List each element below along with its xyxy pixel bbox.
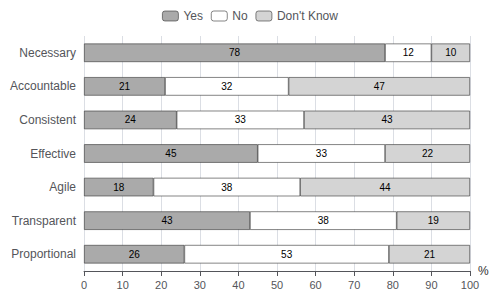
svg-text:50: 50	[271, 279, 283, 291]
svg-text:Transparent: Transparent	[12, 214, 77, 228]
svg-text:100: 100	[461, 279, 479, 291]
svg-text:22: 22	[422, 148, 434, 159]
svg-text:43: 43	[161, 215, 173, 226]
svg-text:18: 18	[113, 182, 125, 193]
svg-text:Yes: Yes	[183, 9, 203, 23]
svg-text:No: No	[232, 9, 248, 23]
svg-text:43: 43	[381, 114, 393, 125]
svg-text:45: 45	[165, 148, 177, 159]
svg-text:90: 90	[425, 279, 437, 291]
svg-text:21: 21	[119, 81, 131, 92]
svg-text:33: 33	[316, 148, 328, 159]
svg-text:20: 20	[155, 279, 167, 291]
svg-text:53: 53	[281, 249, 293, 260]
svg-text:33: 33	[235, 114, 247, 125]
svg-text:0: 0	[81, 279, 87, 291]
svg-text:21: 21	[424, 249, 436, 260]
svg-text:38: 38	[221, 182, 233, 193]
svg-text:Consistent: Consistent	[19, 113, 76, 127]
svg-text:12: 12	[403, 47, 415, 58]
svg-text:38: 38	[318, 215, 330, 226]
svg-text:Don't Know: Don't Know	[277, 9, 338, 23]
svg-text:10: 10	[445, 47, 457, 58]
svg-text:24: 24	[125, 114, 137, 125]
svg-text:44: 44	[380, 182, 392, 193]
svg-text:80: 80	[387, 279, 399, 291]
svg-text:40: 40	[232, 279, 244, 291]
svg-text:10: 10	[117, 279, 129, 291]
svg-text:Accountable: Accountable	[10, 79, 76, 93]
svg-text:78: 78	[229, 47, 241, 58]
svg-text:30: 30	[194, 279, 206, 291]
svg-text:32: 32	[221, 81, 233, 92]
svg-text:19: 19	[428, 215, 440, 226]
svg-text:Proportional: Proportional	[11, 247, 76, 261]
svg-text:47: 47	[374, 81, 386, 92]
svg-text:60: 60	[309, 279, 321, 291]
svg-text:70: 70	[348, 279, 360, 291]
svg-text:%: %	[478, 264, 489, 278]
svg-text:Effective: Effective	[30, 147, 76, 161]
svg-text:Agile: Agile	[49, 180, 76, 194]
svg-text:26: 26	[129, 249, 141, 260]
svg-text:Necessary: Necessary	[19, 46, 76, 60]
